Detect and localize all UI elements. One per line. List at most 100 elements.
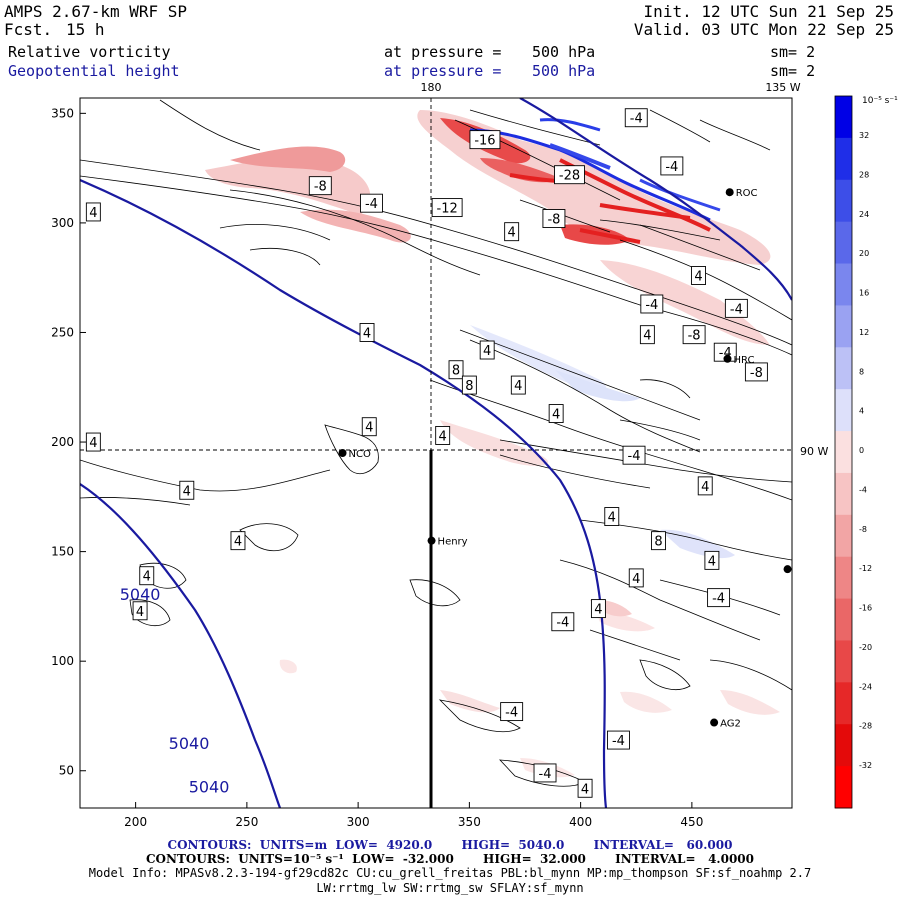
vorticity-label-text: 4 [643,329,651,344]
colorbar-swatch [835,347,852,390]
vorticity-contour-label: -8 [682,325,706,345]
height-label-layer: 5040 5040 5040 [120,585,230,797]
vorticity-contour-label: 4 [639,325,655,345]
colorbar-swatch [835,221,852,265]
colorbar-label: -32 [859,761,872,770]
vorticity-label-text: -8 [688,329,701,344]
vorticity-label-box [604,507,620,526]
vorticity-label-box [132,601,148,621]
vorticity-label-box [607,730,630,750]
vorticity-label-box [500,702,524,722]
colorbar-label: 16 [859,289,869,298]
vorticity-label-box [448,360,464,380]
forecast-label: Fcst. [4,20,53,39]
vorticity-label-text: 4 [89,436,97,451]
vorticity-label-box [139,566,155,586]
vorticity-label-box [85,432,101,452]
vorticity-label-text: 8 [654,535,662,550]
station-dot [427,536,436,545]
field1-smoothing: sm= 2 [770,43,816,61]
field1-name: Relative vorticity [8,43,171,61]
vorticity-contour-label: 4 [628,568,644,588]
vorticity-contour-label: 8 [651,531,666,551]
colorbar-label: 20 [859,249,869,258]
footer-physics-info: LW:rrtmg_lw SW:rrtmg_sw SFLAY:sf_mynn [316,881,584,895]
vorticity-contour-label: 8 [461,375,477,395]
vorticity-contour-label: -4 [640,294,664,314]
vorticity-label-box [724,298,748,318]
vorticity-contour-label: 4 [577,778,593,798]
station-dot [723,354,732,363]
colorbar-swatch [835,556,852,600]
plot-frame [79,97,793,809]
vorticity-label-box [308,176,332,196]
colorbar-swatch [835,179,852,223]
vorticity-label-text: 4 [508,226,516,241]
colorbar-label: 0 [859,446,864,455]
vorticity-label-text: -8 [750,366,763,381]
field2-level: 500 hPa [532,62,596,80]
colorbar-swatch [835,724,852,767]
vorticity-label-box [577,778,593,798]
colorbar-label: 32 [859,131,869,140]
station-marker: ROC [725,188,758,199]
vorticity-label-box [628,568,644,588]
colorbar-swatch [835,598,852,641]
vorticity-label-box [85,202,101,222]
vorticity-label-text: 4 [514,379,522,394]
vorticity-contour-label: 4 [85,202,101,222]
vorticity-contour-label: -4 [622,445,646,465]
vorticity-contour-label: 4 [590,599,606,619]
colorbar-label: -8 [859,525,867,534]
vorticity-contour-label: 4 [604,507,620,526]
vorticity-label-box [707,588,731,608]
vorticity-contour-label: -4 [607,730,630,750]
vorticity-label-text: -4 [556,616,569,631]
vorticity-label-text: 4 [694,270,702,285]
vorticity-label-box [697,476,713,496]
vorticity-contour-label: -4 [551,612,575,632]
vorticity-shading [205,110,780,778]
colorbar-swatch [835,305,852,348]
vorticity-label-text: 4 [439,429,447,444]
station-layer: NCO Henry HRC AG2 ROC [338,188,792,730]
station-marker: AG2 [710,718,741,730]
colorbar-swatch [835,766,852,809]
vorticity-label-box [551,612,575,632]
vorticity-label-text: -4 [612,734,625,749]
vorticity-label-text: -8 [314,180,327,195]
height-contour-label: 5040 [120,585,161,604]
vorticity-label-box [639,325,655,345]
vorticity-contour-label: -12 [431,198,463,218]
x-tick-label: 300 [347,815,370,829]
station-dot [338,449,347,457]
vorticity-label-text: 8 [465,379,473,394]
colorbar: 32 28 24 20 16 12 8 4 0 -4 -8 -12 -16 -20 -24 -28 -32 [834,95,872,809]
vorticity-contour-label: 4 [504,222,520,242]
field1-level: 500 hPa [532,43,596,61]
vorticity-label-box [651,531,666,551]
vorticity-label-box [542,209,566,228]
vorticity-label-box [533,763,557,783]
height-contour-label: 5040 [189,778,230,797]
y-tick-label: 150 [51,545,74,559]
vorticity-label-text: 4 [363,326,371,341]
colorbar-label: -28 [859,722,872,731]
vorticity-label-text: -8 [547,213,560,228]
vorticity-label-box [691,266,706,285]
vorticity-contour-label: -4 [724,298,748,318]
vorticity-label-box [548,404,564,424]
vorticity-label-box [640,294,664,314]
vorticity-label-text: -4 [712,592,725,607]
vorticity-label-box [660,156,684,176]
vorticity-label-text: -4 [505,706,518,721]
colorbar-label: 4 [859,407,864,416]
vorticity-contour-label: 4 [691,266,706,285]
vorticity-label-text: 4 [234,535,242,550]
vorticity-contour-label: 4 [510,375,526,395]
colorbar-label: 12 [859,328,869,337]
colorbar-label: 28 [859,170,869,179]
colorbar-label: -16 [859,604,872,613]
field2-smoothing: sm= 2 [770,62,816,80]
